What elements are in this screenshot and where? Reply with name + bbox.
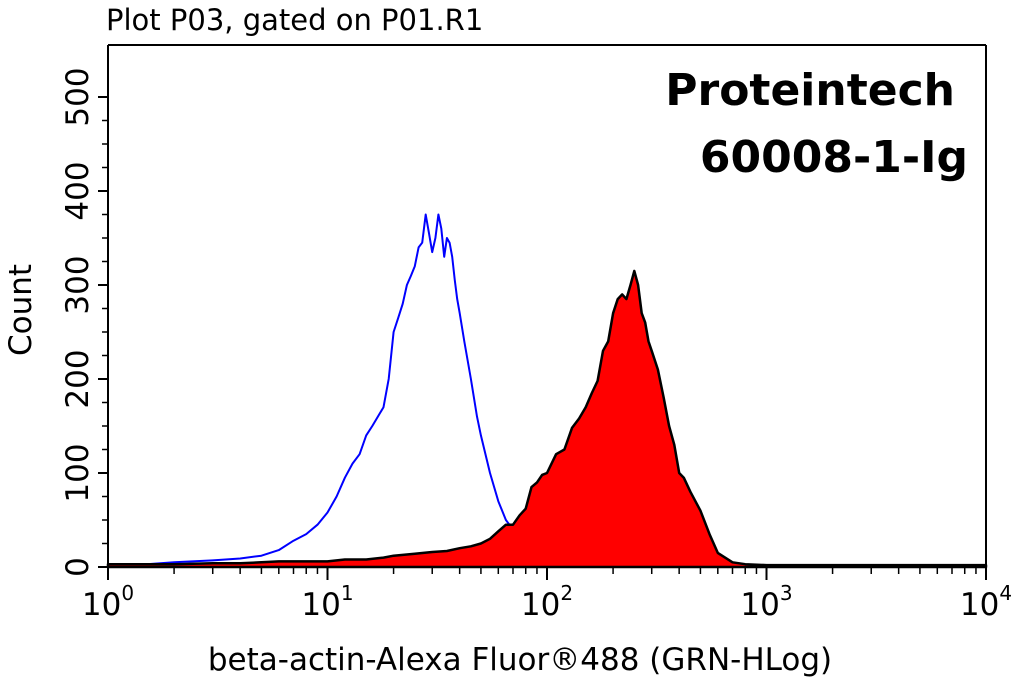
- y-tick-label: 300: [60, 255, 96, 314]
- plot-title: Plot P03, gated on P01.R1: [106, 3, 483, 37]
- x-tick-label: 102: [521, 581, 573, 623]
- x-tick-label: 103: [740, 581, 792, 623]
- x-tick-exponent: 1: [341, 581, 354, 605]
- sample-histogram-1: [106, 269, 988, 569]
- y-tick-label: 500: [60, 67, 96, 126]
- x-tick-label: 100: [82, 581, 134, 623]
- x-tick-exponent: 2: [560, 581, 573, 605]
- y-axis-label: Count: [3, 264, 39, 356]
- y-tick-label: 0: [60, 557, 96, 577]
- x-tick-exponent: 0: [121, 581, 134, 605]
- y-tick-label: 100: [60, 443, 96, 502]
- antibody-id: 60008-1-Ig: [700, 132, 968, 183]
- x-tick-label: 104: [960, 581, 1012, 623]
- series-layer: [106, 213, 988, 569]
- control-histogram-0: [107, 213, 527, 568]
- y-tick-label: 200: [60, 349, 96, 408]
- brand-name: Proteintech: [665, 65, 955, 116]
- x-tick-label: 101: [301, 581, 353, 623]
- y-tick-label: 400: [60, 161, 96, 220]
- x-tick-exponent: 4: [999, 581, 1012, 605]
- x-axis-label: beta-actin-Alexa Fluor®488 (GRN-HLog): [208, 642, 832, 678]
- x-tick-exponent: 3: [780, 581, 793, 605]
